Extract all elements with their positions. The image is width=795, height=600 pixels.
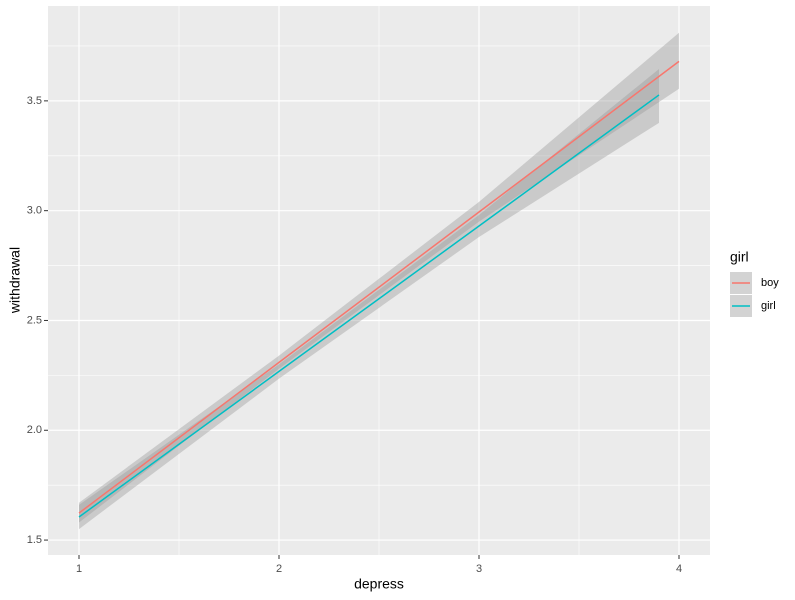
x-tick-label: 4 [676,563,682,575]
legend-title: girl [730,249,749,265]
line [78,60,680,514]
y-tick-label: 2.5 [27,314,42,326]
line [78,94,660,518]
legend-label: girl [761,300,776,312]
legend-label: boy [761,277,779,289]
y-tick-label: 1.5 [27,534,42,546]
confidence-band [79,69,659,530]
y-axis-title: withdrawal [7,247,23,314]
y-tick-label: 2.0 [27,424,42,436]
x-tick-label: 2 [276,563,282,575]
x-tick-label: 3 [476,563,482,575]
y-tick-label: 3.5 [27,95,42,107]
x-axis-title: depress [354,576,404,592]
x-tick-label: 1 [76,563,82,575]
y-tick-label: 3.0 [27,205,42,217]
